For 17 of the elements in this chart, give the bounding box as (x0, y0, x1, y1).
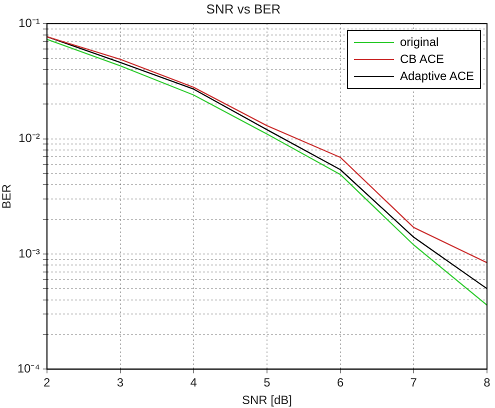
legend-label: CB ACE (400, 52, 444, 66)
y-tick-label: 10⁻¹ (18, 16, 40, 30)
chart-title: SNR vs BER (206, 1, 281, 16)
legend-label: Adaptive ACE (400, 69, 474, 84)
y-tick-label: 10⁻² (18, 131, 40, 146)
x-tick-label: 4 (190, 376, 198, 390)
x-tick-label: 5 (264, 376, 271, 390)
y-tick-label: 10⁻³ (18, 246, 40, 260)
x-tick-label: 8 (484, 376, 491, 390)
x-tick-label: 3 (116, 376, 124, 390)
x-tick-label: 7 (410, 376, 418, 390)
x-tick-label: 6 (336, 376, 344, 390)
y-axis-title: BER (0, 184, 14, 209)
x-tick-label: 2 (44, 376, 51, 390)
x-axis-title: SNR [dB] (242, 393, 292, 408)
legend-label: original (400, 35, 439, 50)
y-tick-label: 10⁻⁴ (17, 362, 40, 376)
